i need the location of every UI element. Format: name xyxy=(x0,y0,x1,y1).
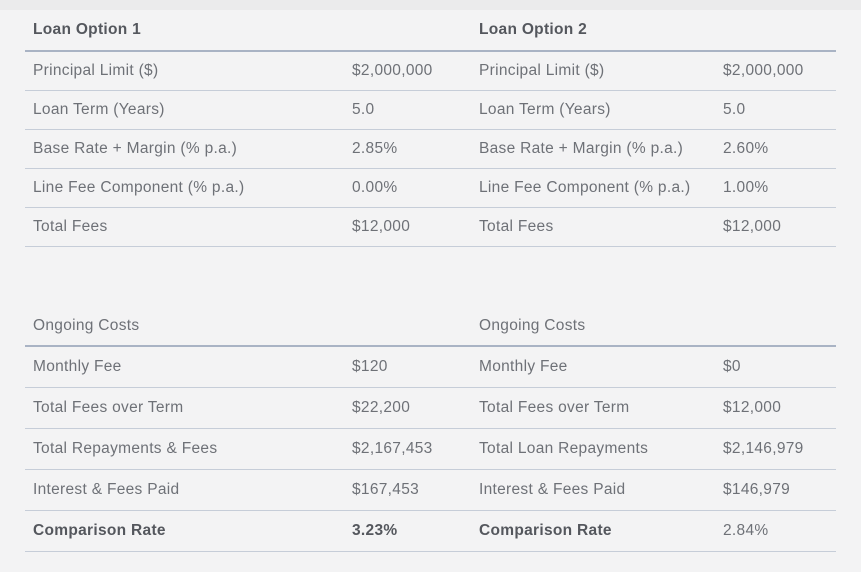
table-row-base-rate-margin: Base Rate + Margin (% p.a.) 2.85% Base R… xyxy=(25,130,836,169)
comparison-content: Loan Option 1 Loan Option 2 Principal Li… xyxy=(25,10,836,552)
row-value-right: $2,000,000 xyxy=(723,62,804,79)
table-row-total-fees-over-term: Total Fees over Term $22,200 Total Fees … xyxy=(25,388,836,429)
row-value-left: 5.0 xyxy=(352,101,375,118)
row-label-right: Total Loan Repayments xyxy=(479,440,649,457)
row-label-left: Interest & Fees Paid xyxy=(33,481,180,498)
row-value-left: 0.00% xyxy=(352,179,398,196)
ongoing-costs-table: Ongoing Costs Ongoing Costs Monthly Fee … xyxy=(25,306,836,552)
row-label-right: Monthly Fee xyxy=(479,358,568,375)
row-label-left: Comparison Rate xyxy=(33,522,166,539)
loan-details-table: Loan Option 1 Loan Option 2 Principal Li… xyxy=(25,10,836,247)
row-label-right: Loan Term (Years) xyxy=(479,101,611,118)
row-label-right: Principal Limit ($) xyxy=(479,62,605,79)
row-label-right: Total Fees xyxy=(479,218,554,235)
loan-details-header-row: Loan Option 1 Loan Option 2 xyxy=(25,10,836,52)
row-value-left: $167,453 xyxy=(352,481,420,498)
row-value-right: $12,000 xyxy=(723,399,782,416)
row-value-left: $120 xyxy=(352,358,388,375)
ongoing-costs-right-header: Ongoing Costs xyxy=(479,316,586,334)
row-label-right: Interest & Fees Paid xyxy=(479,481,626,498)
row-value-right: $146,979 xyxy=(723,481,791,498)
table-row-monthly-fee: Monthly Fee $120 Monthly Fee $0 xyxy=(25,347,836,388)
loan-option-1-header: Loan Option 1 xyxy=(33,21,142,38)
loan-option-2-header: Loan Option 2 xyxy=(479,21,588,38)
top-strip xyxy=(0,0,861,10)
row-value-left: $2,000,000 xyxy=(352,62,433,79)
table-row-total-fees: Total Fees $12,000 Total Fees $12,000 xyxy=(25,208,836,247)
table-row-total-repayments: Total Repayments & Fees $2,167,453 Total… xyxy=(25,429,836,470)
table-row-principal-limit: Principal Limit ($) $2,000,000 Principal… xyxy=(25,52,836,91)
row-label-left: Line Fee Component (% p.a.) xyxy=(33,179,245,196)
row-value-left: $2,167,453 xyxy=(352,440,433,457)
row-value-right: 5.0 xyxy=(723,101,746,118)
row-label-left: Loan Term (Years) xyxy=(33,101,165,118)
row-value-right: 2.84% xyxy=(723,522,769,539)
row-label-left: Total Fees over Term xyxy=(33,399,184,416)
row-label-right: Base Rate + Margin (% p.a.) xyxy=(479,140,684,157)
row-label-right: Line Fee Component (% p.a.) xyxy=(479,179,691,196)
row-value-left: 2.85% xyxy=(352,140,398,157)
row-label-left: Base Rate + Margin (% p.a.) xyxy=(33,140,238,157)
row-label-left: Principal Limit ($) xyxy=(33,62,159,79)
row-value-right: 1.00% xyxy=(723,179,769,196)
row-value-right: $2,146,979 xyxy=(723,440,804,457)
row-value-left: $12,000 xyxy=(352,218,411,235)
ongoing-costs-left-header: Ongoing Costs xyxy=(33,316,140,334)
row-value-right: $12,000 xyxy=(723,218,782,235)
row-value-right: $0 xyxy=(723,358,741,375)
row-label-right: Comparison Rate xyxy=(479,522,612,539)
row-label-left: Total Fees xyxy=(33,218,108,235)
row-value-left: $22,200 xyxy=(352,399,411,416)
row-value-left: 3.23% xyxy=(352,522,398,539)
table-row-interest-fees-paid: Interest & Fees Paid $167,453 Interest &… xyxy=(25,470,836,511)
table-row-comparison-rate: Comparison Rate 3.23% Comparison Rate 2.… xyxy=(25,511,836,552)
row-value-right: 2.60% xyxy=(723,140,769,157)
row-label-right: Total Fees over Term xyxy=(479,399,630,416)
table-row-loan-term: Loan Term (Years) 5.0 Loan Term (Years) … xyxy=(25,91,836,130)
row-label-left: Total Repayments & Fees xyxy=(33,440,218,457)
table-row-line-fee-component: Line Fee Component (% p.a.) 0.00% Line F… xyxy=(25,169,836,208)
ongoing-costs-header-row: Ongoing Costs Ongoing Costs xyxy=(25,306,836,347)
row-label-left: Monthly Fee xyxy=(33,358,122,375)
